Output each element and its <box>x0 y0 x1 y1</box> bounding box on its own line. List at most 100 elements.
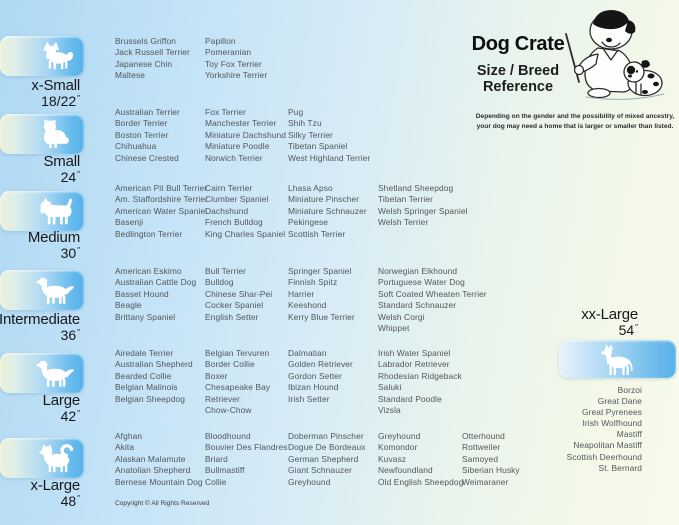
subtitle-line-2: Reference <box>482 79 554 95</box>
breed-item: Bernese Mountain Dog <box>115 476 203 487</box>
copyright-notice: Copyright © All Rights Reserved <box>115 500 210 507</box>
breed-item: Rottweiler <box>462 442 501 453</box>
size-name: Intermediate <box>0 311 80 328</box>
breed-column: Norwegian Elkhound Portuguese Water Dog So… <box>378 266 487 335</box>
breed-item: Bloodhound <box>205 430 251 441</box>
breed-item: Newfoundland <box>378 465 433 476</box>
breed-item: Afghan <box>115 430 143 441</box>
breed-item: Pomeranian <box>205 47 252 58</box>
breed-column: Lhasa Apso Miniature Pinscher Miniature Sc… <box>288 183 367 241</box>
breed-item: Boston Terrier <box>115 129 169 140</box>
spaniel-silhouette-icon <box>34 274 78 305</box>
inch-mark: ″ <box>77 494 80 503</box>
breed-item: Scottish Terrier <box>288 228 346 239</box>
breed-item: Bouvier Des Flandres <box>205 442 288 453</box>
retriever-silhouette-icon <box>34 357 78 388</box>
teacher-dog-cartoon-icon <box>565 10 665 100</box>
breed-item: Lhasa Apso <box>288 182 333 193</box>
breed-list-xx-large: Borzoi Great Dane Great Pyrenees Irish Wolf… <box>567 385 642 474</box>
breed-column: Cairn Terrier Clumber Spaniel Dachshund Fre… <box>205 183 285 241</box>
breed-item: Miniature Dachshund <box>205 129 287 140</box>
breed-item: Clumber Spaniel <box>205 194 269 205</box>
breed-item: Ibizan Hound <box>288 382 339 393</box>
breed-item: Soft Coated Wheaten Terrier <box>378 288 487 299</box>
size-box-small <box>0 114 84 154</box>
breed-item: Irish Setter <box>288 393 330 404</box>
breed-item: Briard <box>205 453 228 464</box>
size-dim-value: 54 <box>618 322 635 338</box>
breed-item: Norwegian Elkhound <box>378 265 458 276</box>
breed-column: Irish Water Spaniel Labrador Retriever Rho… <box>378 348 462 417</box>
breed-column: Bull Terrier Bulldog Chinese Shar-Pei Cocke… <box>205 266 272 324</box>
breed-item: Akita <box>115 442 135 453</box>
breed-item: Silky Terrier <box>288 129 333 140</box>
breed-column: Australian Terrier Border Terrier Boston T… <box>115 107 180 165</box>
breed-item: Anatolian Shepherd <box>115 465 191 476</box>
breed-item: Am. Staffordshire Terrier <box>115 194 208 205</box>
size-label-medium: Medium 30″ <box>0 229 80 263</box>
breed-column: Airedale Terrier Australian Shepherd Beard… <box>115 348 193 406</box>
breed-item: Bearded Collie <box>115 370 172 381</box>
size-name: x-Small <box>31 77 80 94</box>
breed-item: Greyhound <box>288 476 331 487</box>
breed-item: Saluki <box>378 382 402 393</box>
breed-item: Finnish Spitz <box>288 277 338 288</box>
size-name: Small <box>43 153 80 170</box>
breed-item: Dachshund <box>205 205 249 216</box>
size-label-small: Small 24″ <box>0 153 80 187</box>
breed-item: Great Pyrenees <box>581 407 642 418</box>
breed-item: Brittany Spaniel <box>115 311 176 322</box>
breed-item: Border Terrier <box>115 118 168 129</box>
breed-item: Tibetan Spaniel <box>288 141 348 152</box>
breed-item: Norwich Terrier <box>205 152 263 163</box>
breed-item: Bedlington Terrier <box>115 228 183 239</box>
breed-item: French Bulldog <box>205 217 263 228</box>
breed-item: Cocker Spaniel <box>205 300 264 311</box>
breed-item: Portuguese Water Dog <box>378 277 465 288</box>
inch-mark: ″ <box>635 323 638 332</box>
size-label-intermediate: Intermediate 36″ <box>0 311 80 345</box>
size-dimension: 36″ <box>0 328 80 345</box>
akita-silhouette-icon <box>34 442 78 473</box>
inch-mark: ″ <box>77 94 80 103</box>
breed-item: King Charles Spaniel <box>205 228 286 239</box>
breed-item: Miniature Poodle <box>205 141 270 152</box>
breed-item: Belgian Sheepdog <box>115 393 186 404</box>
size-label-x-small: x-Small 18/22″ <box>0 77 80 111</box>
page-title: Dog Crate <box>471 33 565 55</box>
breed-item: Airedale Terrier <box>115 347 174 358</box>
breed-column: Papillon Pomeranian Toy Fox Terrier Yorkshi… <box>205 36 267 82</box>
breed-item: Miniature Pinscher <box>288 194 360 205</box>
size-box-xx-large <box>559 340 676 378</box>
breed-item: Australian Cattle Dog <box>115 277 197 288</box>
breed-item: Keeshond <box>288 300 327 311</box>
breed-item: Belgian Tervuren <box>205 347 270 358</box>
breed-item: Kuvasz <box>378 453 407 464</box>
breed-item: Alaskan Malamute <box>115 453 186 464</box>
breed-column: Fox Terrier Manchester Terrier Miniature D… <box>205 107 286 165</box>
size-dim-value: 36 <box>60 327 77 343</box>
breed-column: Brussels Griffon Jack Russell Terrier Japa… <box>115 36 190 82</box>
breed-column: Afghan Akita Alaskan Malamute Anatolian She… <box>115 431 203 489</box>
breed-item: Vizsla <box>378 405 401 416</box>
breed-item: Kerry Blue Terrier <box>288 311 355 322</box>
breed-item: Border Collie <box>205 359 255 370</box>
size-dimension: 48″ <box>0 494 80 511</box>
breed-item: Rhodesian Ridgeback <box>378 370 462 381</box>
breed-item: Papillon <box>205 35 236 46</box>
breed-item: Chinese Crested <box>115 152 179 163</box>
subtitle-line-1: Size / Breed <box>476 63 560 79</box>
breed-item: English Setter <box>205 311 259 322</box>
breed-item: Bullmastiff <box>205 465 245 476</box>
breed-item: Doberman Pinscher <box>288 430 364 441</box>
breed-column: American Pit Bull Terrier Am. Staffordshi… <box>115 183 208 241</box>
breed-item: Beagle <box>115 300 142 311</box>
breed-item: Great Dane <box>597 396 642 407</box>
breed-item: Miniature Schnauzer <box>288 205 367 216</box>
page-subtitle: Size / Breed Reference <box>455 63 581 95</box>
breed-item: Dogue De Bordeaux <box>288 442 366 453</box>
breed-item: Dalmatian <box>288 347 327 358</box>
breed-item: Basenji <box>115 217 144 228</box>
disclaimer-line-2: your dog may need a home that is larger … <box>476 122 674 130</box>
